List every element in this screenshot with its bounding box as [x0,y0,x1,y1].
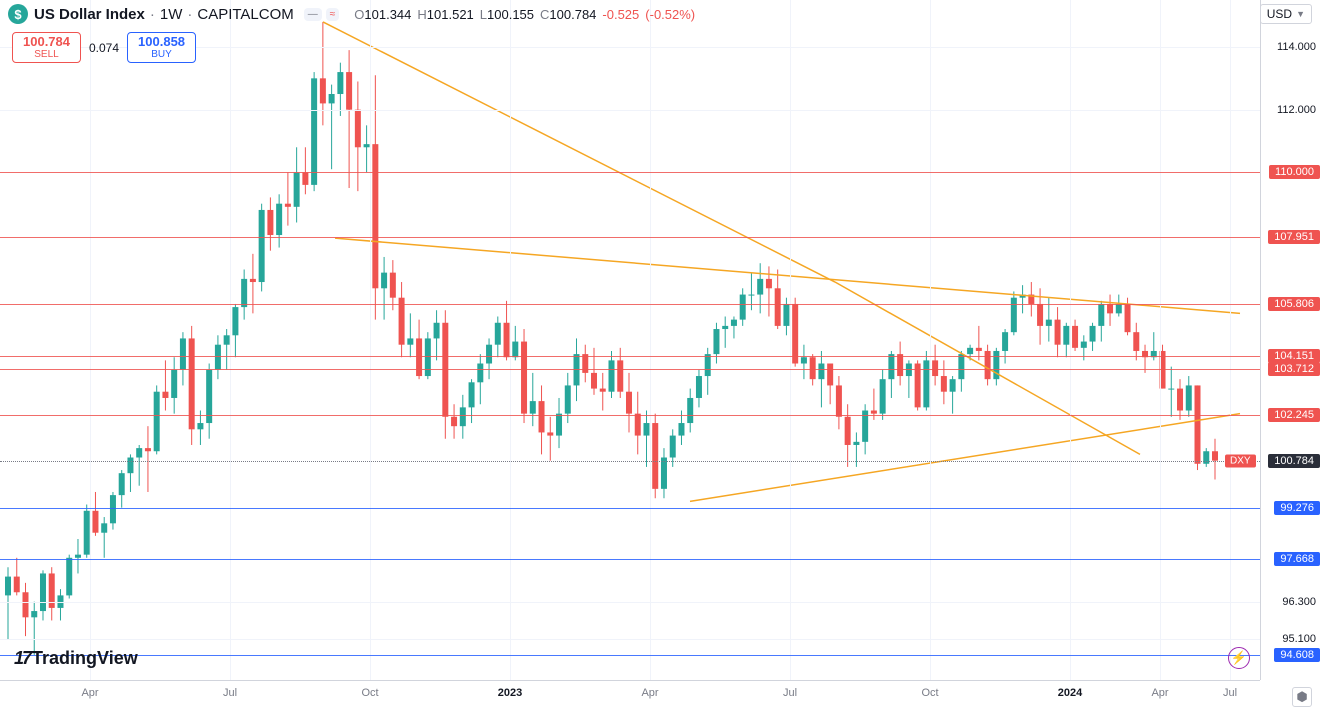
price-tag[interactable]: 102.245 [1268,408,1320,422]
x-tick: Oct [921,687,938,699]
sep-dot-2: · [187,6,192,23]
ohlc-c: 100.784 [549,7,596,22]
x-tick: 2023 [498,687,522,699]
bid-ask-row: 100.784 SELL 0.074 100.858 BUY [12,32,196,63]
x-axis[interactable]: Apr Jul Oct 2023 Apr Jul Oct 2024 Apr Jul [0,680,1260,713]
exchange[interactable]: CAPITALCOM [197,6,293,23]
ohlc-chg: -0.525 [602,7,639,22]
timeframe[interactable]: 1W [160,6,183,23]
plot-area[interactable]: DXY [0,0,1260,680]
x-tick: Jul [783,687,797,699]
dxy-badge: DXY [1225,455,1256,468]
pill-2[interactable]: ≈ [326,8,340,21]
ohlc-l: 100.155 [487,7,534,22]
dollar-icon: $ [8,4,28,24]
currency-label: USD [1267,7,1292,21]
flash-icon[interactable]: ⚡ [1228,647,1250,669]
sep-dot: · [150,6,155,23]
price-tag[interactable]: 99.276 [1274,501,1320,515]
pill-1[interactable]: — [304,8,322,21]
settings-corner-icon[interactable]: ⬢ [1292,687,1312,707]
top-bar: $ US Dollar Index · 1W · CAPITALCOM — ≈ … [0,0,1320,28]
x-tick: Apr [81,687,98,699]
price-tag[interactable]: 103.712 [1268,362,1320,376]
last-price-tag[interactable]: 100.784 [1268,454,1320,468]
chevron-down-icon: ▼ [1296,9,1305,19]
spread: 0.074 [89,41,119,55]
x-tick: Oct [361,687,378,699]
tv-text: TradingView [32,648,138,669]
sell-label: SELL [23,49,70,60]
ohlc-o: 101.344 [364,7,411,22]
sell-button[interactable]: 100.784 SELL [12,32,81,63]
x-tick: Jul [1223,687,1237,699]
price-tag[interactable]: 97.668 [1274,552,1320,566]
symbol-name[interactable]: US Dollar Index [34,6,145,23]
tradingview-logo[interactable]: 17 TradingView [14,648,138,669]
price-tag[interactable]: 105.806 [1268,297,1320,311]
tv-icon: 17 [14,648,30,669]
ohlc-readout: O101.344 H101.521 L100.155 C100.784 -0.5… [354,7,695,22]
y-tick: 112.000 [1277,104,1316,116]
sell-price: 100.784 [23,35,70,49]
candles-layer [0,0,1260,680]
buy-price: 100.858 [138,35,185,49]
x-tick: Apr [1151,687,1168,699]
x-tick: Jul [223,687,237,699]
y-tick: 95.100 [1282,633,1316,645]
price-tag[interactable]: 110.000 [1269,165,1320,179]
chart-root: $ US Dollar Index · 1W · CAPITALCOM — ≈ … [0,0,1320,713]
indicator-pills: — ≈ [304,8,340,21]
ohlc-h: 101.521 [427,7,474,22]
buy-button[interactable]: 100.858 BUY [127,32,196,63]
x-tick: 2024 [1058,687,1082,699]
ohlc-pct: (-0.52%) [645,7,695,22]
price-tag[interactable]: 94.608 [1274,648,1320,662]
trendlines-layer [0,0,1260,680]
y-axis[interactable]: 114.000 112.000 96.300 95.100 110.000 107.951… [1260,0,1320,680]
y-tick: 96.300 [1282,596,1316,608]
price-tag[interactable]: 107.951 [1268,230,1320,244]
y-tick: 114.000 [1277,41,1316,53]
x-tick: Apr [641,687,658,699]
price-tag[interactable]: 104.151 [1268,349,1320,363]
buy-label: BUY [138,49,185,60]
currency-select[interactable]: USD ▼ [1260,4,1312,24]
